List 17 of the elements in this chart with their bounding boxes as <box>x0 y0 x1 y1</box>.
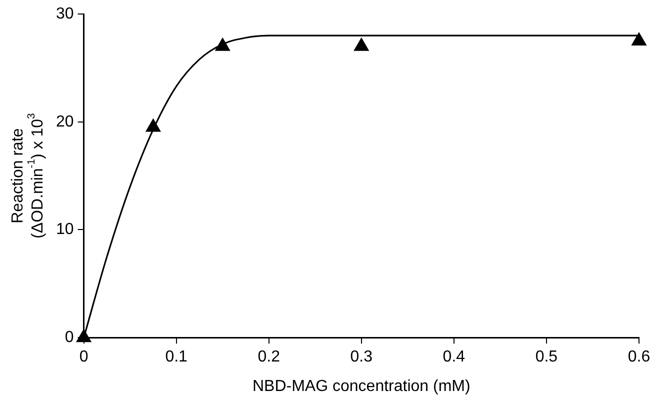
y-tick-label: 0 <box>64 329 74 346</box>
point <box>76 329 92 342</box>
x-axis-title: NBD-MAG concentration (mM) <box>252 378 470 395</box>
point <box>354 38 369 51</box>
x-tick-label: 0.5 <box>535 348 558 366</box>
x-tick-label: 0.2 <box>258 348 280 366</box>
point <box>632 32 646 46</box>
y-tick-label: 20 <box>56 113 74 130</box>
x-tick-label: 0.6 <box>628 348 650 366</box>
point <box>215 38 230 51</box>
y-tick-label: 30 <box>56 5 74 22</box>
x-tick-label: 0 <box>79 348 88 366</box>
x-tick-label: 0.3 <box>350 348 373 366</box>
x-tick-label: 0.1 <box>165 348 188 366</box>
x-tick-label: 0.4 <box>442 348 466 366</box>
point <box>146 118 161 132</box>
y-tick-label: 10 <box>56 221 74 238</box>
